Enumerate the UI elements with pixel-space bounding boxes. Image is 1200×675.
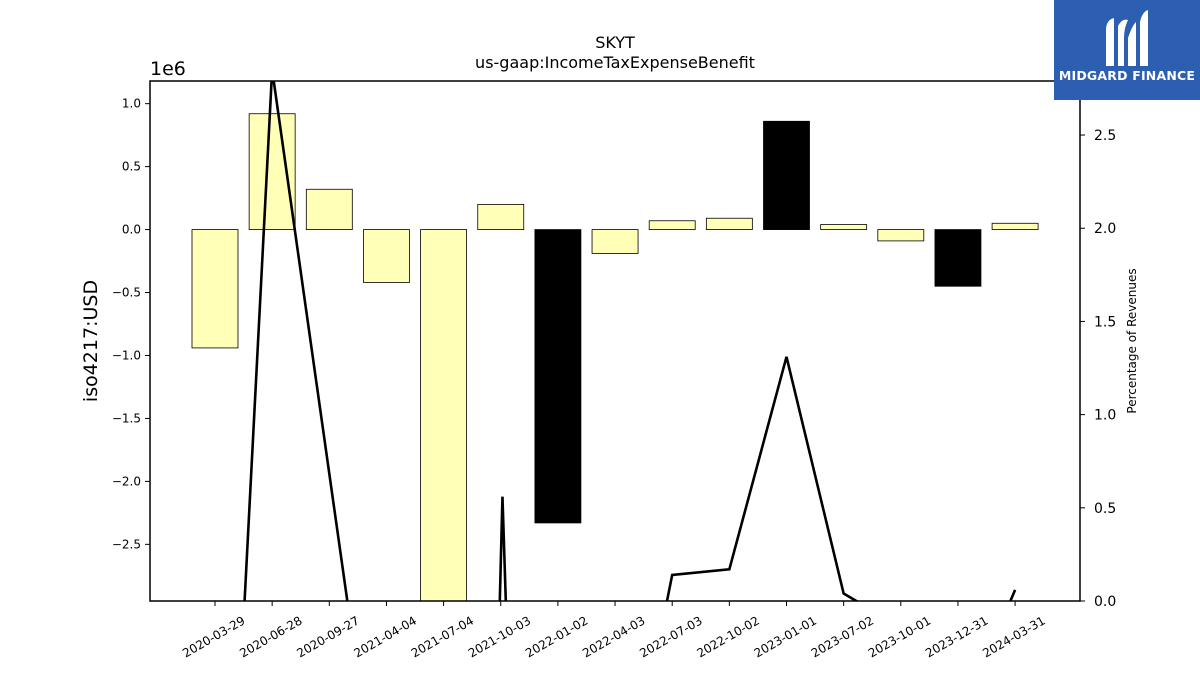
x-tick-label: 2023-12-31 xyxy=(923,613,990,660)
x-tick-label: 2024-03-31 xyxy=(980,613,1047,660)
logo-text: MIDGARD FINANCE xyxy=(1058,68,1196,83)
y-tick-label: −2.5 xyxy=(112,537,141,551)
x-tick-label: 2021-07-04 xyxy=(409,613,476,660)
y-tick-label: −0.5 xyxy=(112,286,141,300)
y2-tick-label: 0.0 xyxy=(1094,594,1116,610)
x-tick-label: 2023-10-01 xyxy=(866,613,933,660)
bar-2021-07-04 xyxy=(420,229,468,601)
bar-2022-01-02 xyxy=(534,229,582,524)
x-tick-label: 2023-01-01 xyxy=(752,613,819,660)
bar-2024-03-31 xyxy=(991,222,1039,230)
x-tick-label: 2022-07-03 xyxy=(637,613,704,660)
y2-tick-label: 2.0 xyxy=(1094,221,1116,237)
bar-2023-10-01 xyxy=(877,229,925,242)
y-tick-label: −2.0 xyxy=(112,474,141,488)
bar-2021-10-03 xyxy=(477,203,525,230)
y-tick-label: 0.5 xyxy=(122,160,141,174)
y2-tick-label: 0.5 xyxy=(1094,501,1116,517)
y-tick-label: 0.0 xyxy=(122,223,141,237)
y2-axis-label: Percentage of Revenues xyxy=(1125,268,1139,413)
logo: MIDGARD FINANCE xyxy=(1054,0,1200,100)
y2-tick-label: 2.5 xyxy=(1094,128,1116,144)
x-tick-label: 2020-06-28 xyxy=(237,613,304,660)
bar-2023-07-02 xyxy=(820,224,868,230)
y-tick-label: −1.0 xyxy=(112,348,141,362)
x-tick-label: 2023-07-02 xyxy=(809,613,876,660)
x-tick-label: 2020-09-27 xyxy=(294,613,361,660)
bar-2023-12-31 xyxy=(934,229,982,287)
bar-2022-07-03 xyxy=(648,220,696,230)
bar-2023-01-01 xyxy=(763,120,810,230)
revenue-percentage-line xyxy=(243,81,1017,601)
x-tick-label: 2022-01-02 xyxy=(523,613,590,660)
x-tick-label: 2020-03-29 xyxy=(180,613,247,660)
y-offset-label: 1e6 xyxy=(150,58,186,80)
y2-tick-label: 1.5 xyxy=(1094,314,1116,330)
y-tick-label: −1.5 xyxy=(112,411,141,425)
bar-2020-03-29 xyxy=(191,229,239,349)
bar-2022-04-03 xyxy=(591,229,639,254)
midgard-logo-icon xyxy=(1106,10,1148,66)
x-tick-label: 2021-04-04 xyxy=(352,613,419,660)
x-tick-label: 2021-10-03 xyxy=(466,613,533,660)
bar-2020-09-27 xyxy=(305,188,353,230)
chart-subtitle: us-gaap:IncomeTaxExpenseBenefit xyxy=(475,53,755,72)
x-tick-label: 2022-10-02 xyxy=(694,613,761,660)
bar-2021-04-04 xyxy=(363,229,410,283)
y-tick-label: 1.0 xyxy=(122,97,141,111)
y2-tick-label: 1.0 xyxy=(1094,408,1116,424)
chart-title: SKYT xyxy=(595,33,635,52)
bar-2020-06-28 xyxy=(248,113,296,230)
bar-2022-10-02 xyxy=(705,217,753,230)
y-axis-label: iso4217:USD xyxy=(80,280,102,402)
x-tick-label: 2022-04-03 xyxy=(580,613,647,660)
